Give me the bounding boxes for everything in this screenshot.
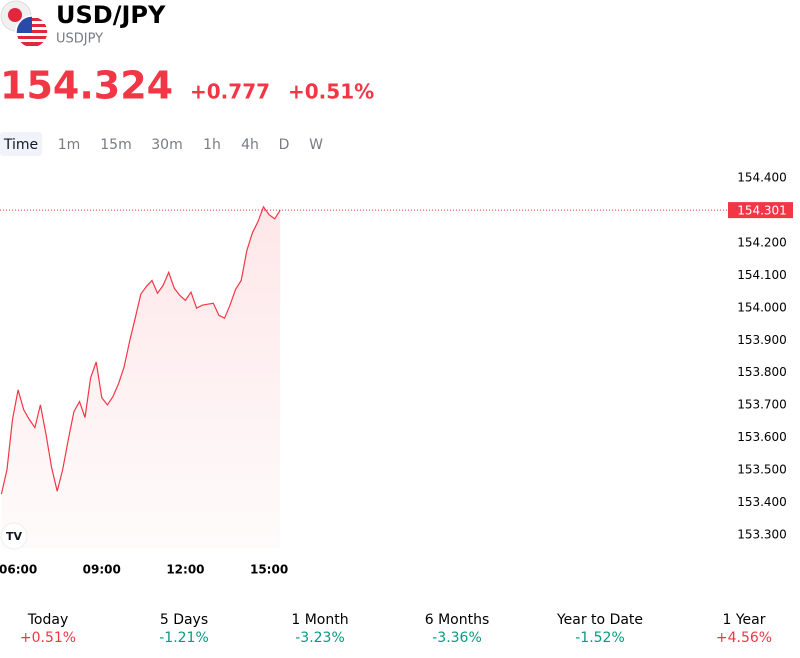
x-tick-label: 09:00 (83, 563, 121, 577)
interval-button[interactable]: W (309, 137, 323, 153)
y-tick-label: 153.800 (737, 365, 787, 379)
y-tick-label: 154.200 (737, 235, 787, 249)
last-price-badge (728, 202, 793, 219)
period-change: -3.23% (295, 630, 345, 646)
y-tick-label: 153.700 (737, 398, 787, 412)
area-fill (1, 206, 281, 548)
period-label[interactable]: 5 Days (160, 612, 208, 628)
interval-button[interactable]: 4h (241, 137, 259, 153)
x-tick-label: 06:00 (0, 563, 37, 577)
interval-button[interactable]: 15m (100, 137, 131, 153)
price-line (0, 205, 281, 495)
interval-button[interactable]: Time (3, 137, 38, 153)
period-label[interactable]: Year to Date (556, 612, 643, 628)
active-interval-bg (0, 132, 42, 156)
flag-icons (0, 0, 49, 49)
period-label[interactable]: 1 Year (723, 612, 766, 628)
last-price-label: 154.301 (737, 204, 787, 218)
y-tick-label: 153.300 (737, 528, 787, 542)
period-change: -3.36% (432, 630, 482, 646)
y-tick-label: 153.900 (737, 333, 787, 347)
y-tick-label: 153.400 (737, 495, 787, 509)
interval-button[interactable]: 1m (58, 137, 81, 153)
y-tick-label: 154.100 (737, 268, 787, 282)
y-tick-label: 153.600 (737, 430, 787, 444)
period-change: +0.51% (20, 630, 76, 646)
x-tick-label: 15:00 (250, 563, 288, 577)
period-change: +4.56% (716, 630, 772, 646)
period-label[interactable]: 6 Months (425, 612, 490, 628)
period-label[interactable]: 1 Month (291, 612, 348, 628)
period-change: -1.21% (159, 630, 209, 646)
symbol-title: USD/JPY (56, 1, 166, 29)
x-tick-label: 12:00 (166, 563, 204, 577)
svg-text:TV: TV (6, 530, 23, 543)
y-tick-label: 153.500 (737, 463, 787, 477)
tv-logo: TV (0, 522, 28, 550)
interval-button[interactable]: 30m (151, 137, 182, 153)
change: +0.777 (190, 80, 270, 104)
price: 154.324 (0, 64, 173, 108)
y-tick-label: 154.000 (737, 300, 787, 314)
interval-button[interactable]: 1h (203, 137, 221, 153)
period-label[interactable]: Today (27, 612, 69, 628)
period-change: -1.52% (575, 630, 625, 646)
symbol-code: USDJPY (56, 32, 103, 47)
interval-button[interactable]: D (279, 137, 290, 153)
y-tick-label: 154.400 (737, 170, 787, 184)
change-percent: +0.51% (288, 80, 374, 104)
